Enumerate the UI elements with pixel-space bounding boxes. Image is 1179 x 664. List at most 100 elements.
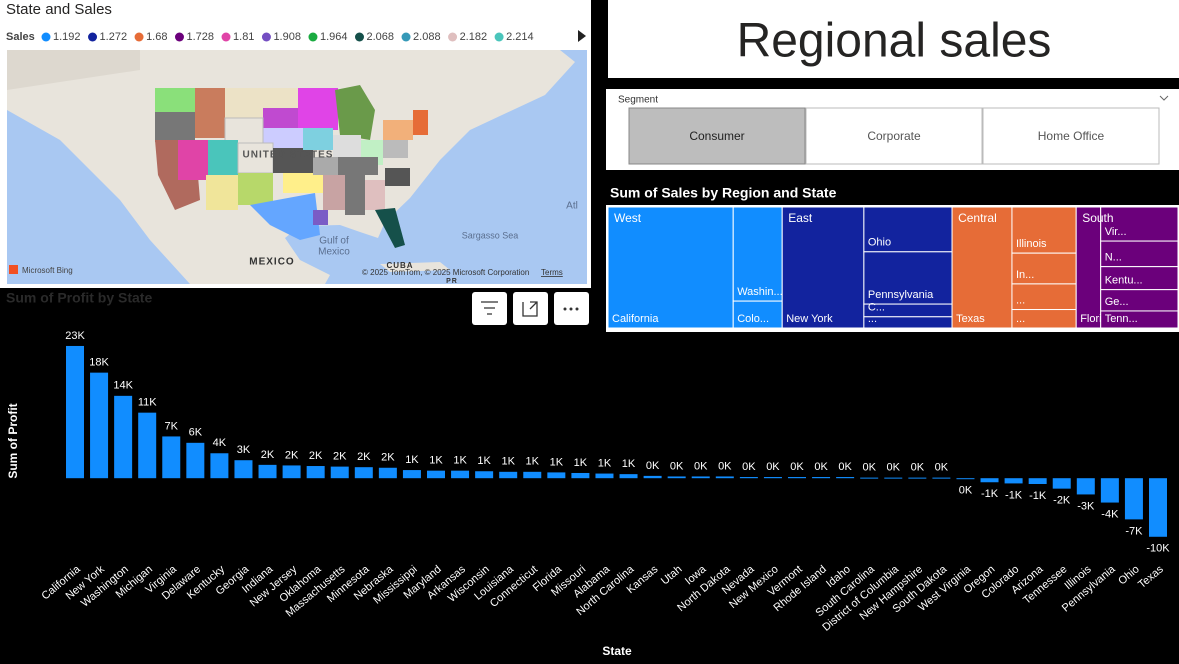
bar — [1028, 478, 1047, 484]
data-label: 2K — [261, 449, 275, 461]
slicer-label: Home Office — [1038, 129, 1105, 143]
bar — [66, 345, 84, 479]
data-label: 1K — [526, 456, 540, 468]
legend-dot — [401, 32, 411, 42]
bar — [667, 476, 686, 479]
treemap-tile — [1100, 240, 1179, 268]
treemap-tile — [1100, 206, 1179, 242]
map-controls[interactable] — [9, 265, 18, 274]
data-label: 0K — [862, 462, 876, 474]
map-attribution: © 2025 TomTom, © 2025 Microsoft Corporat… — [362, 268, 529, 277]
data-label: 1K — [405, 454, 419, 466]
treemap-tile — [863, 316, 953, 329]
slicer-label: Corporate — [867, 129, 921, 143]
data-label: 0K — [718, 460, 732, 472]
treemap-label: Kentu... — [1105, 275, 1143, 287]
x-tick-label: Utah — [659, 563, 685, 587]
bar — [234, 460, 253, 479]
legend-label: 1.728 — [186, 31, 214, 43]
map-label: Mexico — [318, 247, 350, 258]
legend-dot — [494, 32, 504, 42]
bar — [956, 478, 975, 480]
treemap-label: Illinois — [1016, 238, 1047, 250]
bar — [547, 472, 566, 479]
map-terms[interactable]: Terms — [541, 268, 563, 277]
treemap-label: In... — [1016, 269, 1034, 281]
bar — [932, 477, 951, 479]
bar — [475, 471, 494, 479]
bar — [523, 471, 542, 479]
data-label: -1K — [981, 488, 999, 500]
treemap-group-label: West — [614, 211, 642, 225]
legend-label: 1.908 — [273, 31, 301, 43]
data-label: -2K — [1053, 495, 1071, 507]
legend-label: 1.192 — [53, 31, 81, 43]
bar — [138, 412, 157, 479]
map-label: Sargasso Sea — [462, 230, 519, 240]
focus-icon — [522, 301, 538, 317]
legend-label: 1.272 — [100, 31, 128, 43]
treemap-tile — [1100, 310, 1179, 329]
slicer-button[interactable] — [805, 107, 983, 165]
data-label: 1K — [598, 457, 612, 469]
map-label: Atl — [566, 201, 578, 212]
treemap-header — [606, 183, 1179, 205]
legend-dot — [308, 32, 318, 42]
data-label: 2K — [309, 450, 323, 462]
x-tick-label: Texas — [1136, 563, 1166, 591]
title-card — [608, 0, 1179, 78]
treemap-label: New York — [786, 313, 833, 325]
slicer-title: Segment — [618, 95, 658, 106]
bar — [402, 470, 421, 479]
treemap-group-label: South — [1082, 211, 1113, 225]
treemap-label: C... — [868, 302, 885, 314]
bar — [1004, 478, 1023, 484]
map-label: Gulf of — [319, 236, 349, 247]
treemap-tile — [1011, 206, 1077, 254]
legend-dot — [41, 32, 51, 42]
bar — [354, 467, 373, 479]
data-label: -1K — [1029, 490, 1047, 502]
legend-dot — [134, 32, 144, 42]
slicer-button[interactable] — [982, 107, 1160, 165]
treemap-tile — [1011, 283, 1077, 311]
treemap-label: N... — [1105, 252, 1122, 264]
bar — [595, 473, 614, 479]
treemap-title: Sum of Sales by Region and State — [610, 185, 837, 201]
data-label: 0K — [790, 461, 804, 473]
legend-dot — [448, 32, 458, 42]
data-label: 18K — [89, 357, 109, 369]
legend-next[interactable] — [578, 30, 586, 42]
legend-dot — [221, 32, 231, 42]
data-label: 2K — [357, 451, 371, 463]
y-axis-title: Sum of Profit — [6, 403, 20, 478]
bar — [715, 476, 734, 479]
legend-label: 2.182 — [460, 31, 488, 43]
legend-dot — [355, 32, 364, 42]
treemap-tile — [781, 206, 865, 329]
slicer-button[interactable] — [628, 107, 806, 165]
data-label: 11K — [138, 397, 157, 409]
data-label: 2K — [285, 449, 299, 461]
data-label: 4K — [213, 437, 227, 449]
bar — [619, 474, 638, 479]
chart-title: Sum of Profit by State — [6, 290, 152, 306]
data-label: 1K — [477, 455, 491, 467]
data-label: -1K — [1005, 489, 1023, 501]
land — [7, 50, 140, 90]
legend-title: Sales — [6, 31, 35, 43]
slicer-chevron[interactable] — [1159, 95, 1169, 101]
land — [380, 262, 450, 272]
treemap-label: Washin... — [737, 286, 782, 298]
data-label: -7K — [1125, 525, 1143, 537]
data-label: 0K — [911, 462, 925, 474]
data-label: 0K — [838, 461, 852, 473]
more-icon — [563, 307, 579, 311]
data-label: 1K — [501, 456, 515, 468]
map-label: CUBA — [386, 261, 413, 270]
treemap-tile — [732, 206, 783, 302]
data-label: 0K — [766, 461, 780, 473]
bar — [186, 442, 205, 479]
